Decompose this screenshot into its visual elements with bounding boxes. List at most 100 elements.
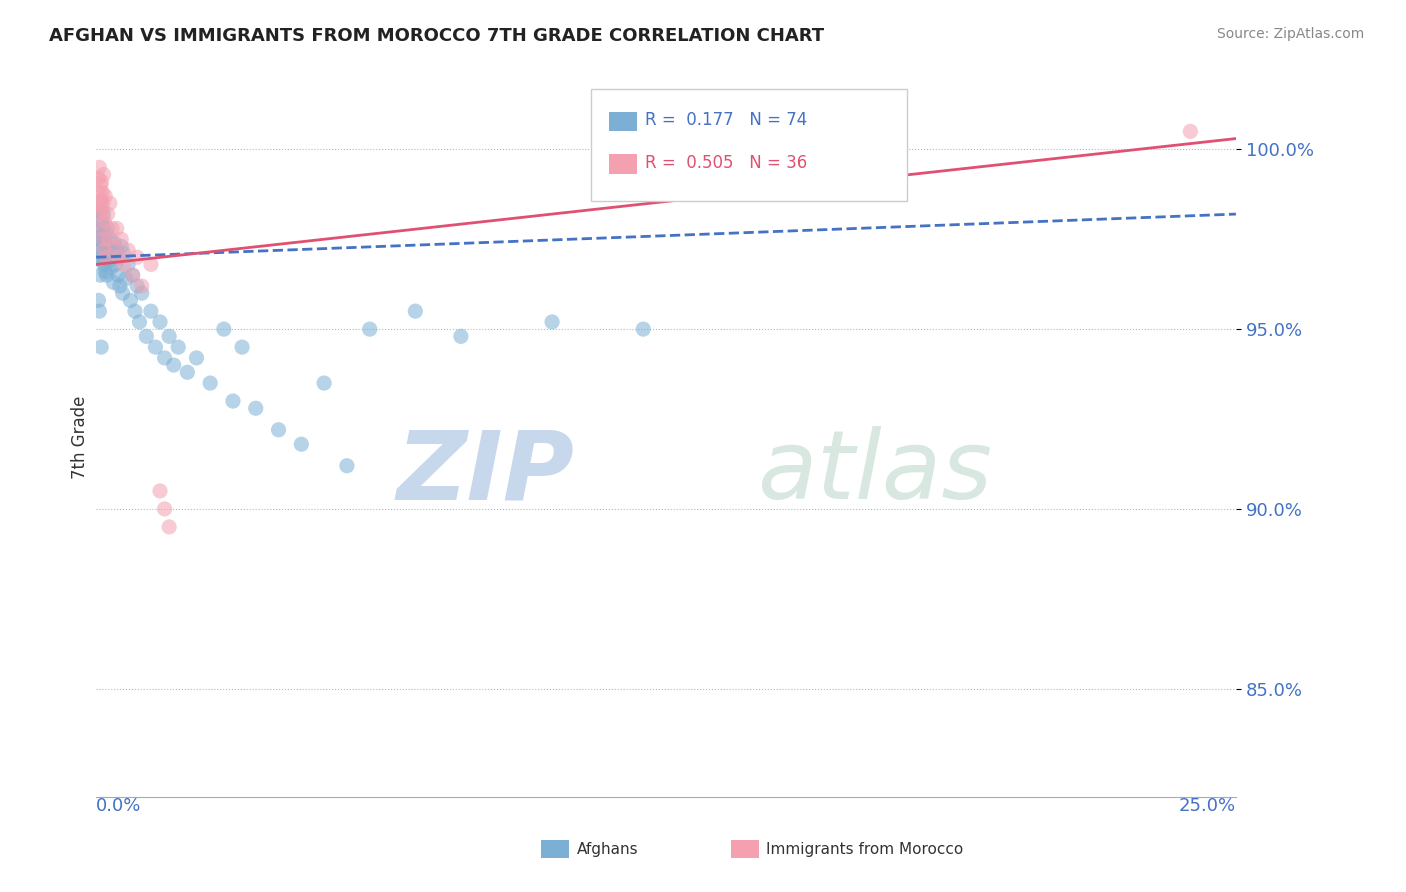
Point	[101, 221, 124, 235]
Point	[91, 253, 114, 268]
Point	[541, 315, 564, 329]
Text: R =  0.505   N = 36: R = 0.505 N = 36	[645, 154, 807, 172]
Text: Source: ZipAtlas.com: Source: ZipAtlas.com	[1216, 27, 1364, 41]
Point	[90, 340, 112, 354]
Point	[111, 286, 134, 301]
Point	[231, 340, 253, 354]
Point	[94, 225, 117, 239]
Point	[198, 376, 221, 390]
Text: R =  0.177   N = 74: R = 0.177 N = 74	[645, 112, 807, 129]
Point	[89, 268, 111, 283]
Point	[90, 175, 112, 189]
Point	[89, 232, 111, 246]
Point	[633, 322, 655, 336]
Point	[121, 268, 143, 283]
Point	[93, 207, 115, 221]
Point	[186, 351, 208, 365]
Y-axis label: 7th Grade: 7th Grade	[72, 395, 89, 479]
Point	[89, 203, 111, 218]
Point	[97, 243, 120, 257]
Point	[90, 250, 112, 264]
Point	[176, 365, 198, 379]
Point	[135, 329, 157, 343]
Text: Afghans: Afghans	[576, 842, 638, 856]
Point	[120, 293, 142, 308]
Point	[89, 304, 111, 318]
Point	[267, 423, 290, 437]
Point	[93, 257, 115, 271]
Point	[127, 279, 149, 293]
Point	[336, 458, 359, 473]
Point	[90, 228, 112, 243]
Point	[290, 437, 312, 451]
Point	[110, 232, 132, 246]
Point	[145, 340, 167, 354]
Point	[96, 239, 118, 253]
Point	[87, 293, 110, 308]
Point	[87, 196, 110, 211]
Text: atlas: atlas	[758, 426, 993, 519]
Point	[97, 253, 120, 268]
Point	[128, 315, 150, 329]
Point	[139, 257, 162, 271]
Point	[127, 250, 149, 264]
Point	[1180, 124, 1202, 138]
Point	[131, 286, 153, 301]
Text: 25.0%: 25.0%	[1178, 797, 1236, 814]
Point	[103, 276, 125, 290]
Point	[90, 239, 112, 253]
Point	[104, 257, 127, 271]
Point	[91, 186, 114, 200]
Point	[90, 214, 112, 228]
Point	[212, 322, 235, 336]
Point	[94, 264, 117, 278]
Point	[91, 246, 114, 260]
Point	[222, 394, 245, 409]
Point	[112, 257, 135, 271]
Point	[93, 168, 115, 182]
Point	[105, 221, 128, 235]
Point	[91, 232, 114, 246]
Point	[117, 257, 139, 271]
Point	[98, 196, 121, 211]
Point	[103, 235, 125, 250]
Point	[93, 214, 115, 228]
Point	[103, 239, 125, 253]
Point	[450, 329, 472, 343]
Point	[149, 483, 172, 498]
Point	[93, 235, 115, 250]
Point	[108, 250, 131, 264]
Point	[359, 322, 381, 336]
Point	[94, 250, 117, 264]
Point	[110, 239, 132, 253]
Point	[314, 376, 336, 390]
Point	[90, 221, 112, 235]
Point	[163, 358, 186, 372]
Point	[124, 304, 146, 318]
Point	[90, 193, 112, 207]
Point	[89, 243, 111, 257]
Point	[131, 279, 153, 293]
Point	[87, 211, 110, 225]
Point	[96, 250, 118, 264]
Point	[97, 221, 120, 235]
Point	[105, 243, 128, 257]
Point	[91, 196, 114, 211]
Point	[91, 221, 114, 235]
Point	[89, 186, 111, 200]
Point	[117, 243, 139, 257]
Point	[121, 268, 143, 283]
Point	[96, 268, 118, 283]
Text: AFGHAN VS IMMIGRANTS FROM MOROCCO 7TH GRADE CORRELATION CHART: AFGHAN VS IMMIGRANTS FROM MOROCCO 7TH GR…	[49, 27, 824, 45]
Text: ZIP: ZIP	[396, 426, 575, 519]
Point	[98, 232, 121, 246]
Point	[157, 329, 180, 343]
Text: 0.0%: 0.0%	[96, 797, 142, 814]
Point	[94, 189, 117, 203]
Point	[157, 520, 180, 534]
Point	[114, 272, 136, 286]
Point	[100, 260, 122, 275]
Point	[167, 340, 190, 354]
Point	[97, 207, 120, 221]
Point	[90, 178, 112, 193]
